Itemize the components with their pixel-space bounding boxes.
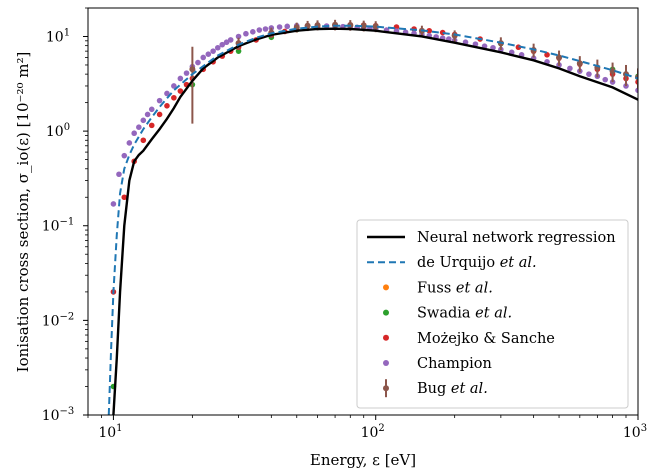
- data-point-champion: [250, 29, 256, 35]
- x-axis-label: Energy, ε [eV]: [310, 451, 416, 469]
- y-tick-label: 10−3: [42, 406, 75, 424]
- plot-area: [107, 19, 638, 415]
- legend-entry: Swadia et al.: [383, 306, 512, 322]
- legend-label: de Urquijo et al.: [417, 255, 537, 271]
- data-point-bug-et-al: [609, 68, 616, 75]
- y-tick-label: 10−1: [42, 217, 75, 235]
- y-axis-label: Ionisation cross section, σ_io(ε) [10⁻²⁰…: [14, 52, 32, 373]
- data-point-bug-et-al: [372, 23, 379, 30]
- legend-entry: Fuss et al.: [383, 280, 493, 296]
- legend-dot-swatch: [383, 334, 389, 341]
- data-point-champion: [136, 124, 142, 130]
- series-line-neural-network-regression: [112, 27, 638, 415]
- series-line-de-urquijo-et-al: [107, 24, 638, 415]
- legend-label: Swadia et al.: [417, 306, 512, 322]
- x-tick-label: 102: [361, 423, 385, 441]
- legend-entry: Champion: [383, 356, 492, 372]
- data-point-bug-et-al: [556, 54, 563, 61]
- data-point-champion: [195, 59, 201, 66]
- data-point-mo-ejko-sanche: [156, 111, 163, 118]
- legend-entry: Bug et al.: [383, 379, 488, 398]
- legend-label: Fuss et al.: [417, 280, 493, 296]
- data-point-bug-et-al: [576, 60, 583, 67]
- data-point-champion: [262, 26, 269, 32]
- data-point-champion: [177, 75, 184, 82]
- y-tick-label: 100: [46, 122, 70, 140]
- axis-ticks: 101 102 103 10−3 10−2 10−1 100 101: [42, 7, 647, 441]
- data-point-champion: [116, 171, 122, 178]
- legend-box: [356, 219, 629, 409]
- data-point-bug-et-al: [189, 66, 196, 73]
- data-point-mo-ejko-sanche: [171, 94, 177, 101]
- legend-entry: Neural network regression: [367, 230, 616, 246]
- data-point-champion: [205, 51, 212, 57]
- data-point-champion: [214, 44, 221, 51]
- legend-dot-swatch: [383, 309, 389, 316]
- data-point-champion: [126, 140, 133, 146]
- data-point-champion: [121, 152, 128, 159]
- data-point-champion: [131, 130, 137, 137]
- data-point-champion: [156, 97, 163, 104]
- data-point-champion: [284, 23, 291, 30]
- data-point-champion: [243, 30, 249, 37]
- legend: Neural network regression de Urquijo et a…: [356, 219, 629, 409]
- legend-entry: de Urquijo et al.: [367, 255, 537, 271]
- plot-frame: [87, 7, 639, 416]
- y-tick-label: 101: [46, 27, 70, 45]
- data-point-champion: [110, 201, 117, 207]
- data-point-champion: [219, 41, 226, 48]
- data-point-champion: [148, 106, 155, 113]
- legend-entry: Możejko & Sanche: [383, 331, 555, 347]
- data-point-champion: [144, 111, 151, 118]
- data-point-mo-ejko-sanche: [544, 52, 550, 58]
- data-point-champion: [183, 70, 190, 76]
- data-point-mo-ejko-sanche: [393, 24, 400, 30]
- legend-label: Neural network regression: [417, 230, 616, 246]
- data-point-mo-ejko-sanche: [140, 137, 147, 144]
- data-point-champion: [223, 39, 230, 46]
- data-point-champion: [586, 71, 592, 77]
- legend-dot-swatch: [383, 385, 389, 392]
- data-point-swadia-et-al: [235, 48, 242, 54]
- data-point-champion: [276, 24, 283, 30]
- legend-dot-swatch: [383, 360, 389, 366]
- data-point-champion: [235, 33, 242, 40]
- legend-label: Możejko & Sanche: [417, 331, 555, 347]
- data-point-mo-ejko-sanche: [426, 27, 433, 34]
- data-point-champion: [490, 44, 496, 51]
- data-point-champion: [164, 90, 170, 97]
- x-tick-label: 103: [623, 423, 647, 441]
- data-point-champion: [635, 87, 638, 94]
- data-point-champion: [256, 27, 263, 33]
- data-point-mo-ejko-sanche: [148, 122, 155, 129]
- data-point-mo-ejko-sanche: [121, 194, 128, 201]
- y-tick-label: 10−2: [42, 311, 75, 329]
- legend-label: Champion: [417, 356, 492, 372]
- data-point-champion: [602, 76, 609, 83]
- data-point-champion: [567, 65, 573, 72]
- data-point-champion: [140, 117, 147, 124]
- data-point-champion: [210, 48, 216, 54]
- legend-label: Bug et al.: [417, 381, 488, 397]
- x-tick-label: 101: [98, 423, 122, 441]
- data-point-mo-ejko-sanche: [177, 88, 184, 94]
- data-point-champion: [227, 37, 234, 43]
- data-point-mo-ejko-sanche: [164, 103, 170, 109]
- data-point-bug-et-al: [360, 22, 367, 29]
- data-point-champion: [171, 83, 177, 89]
- data-point-champion: [200, 54, 207, 61]
- legend-dot-swatch: [383, 284, 389, 291]
